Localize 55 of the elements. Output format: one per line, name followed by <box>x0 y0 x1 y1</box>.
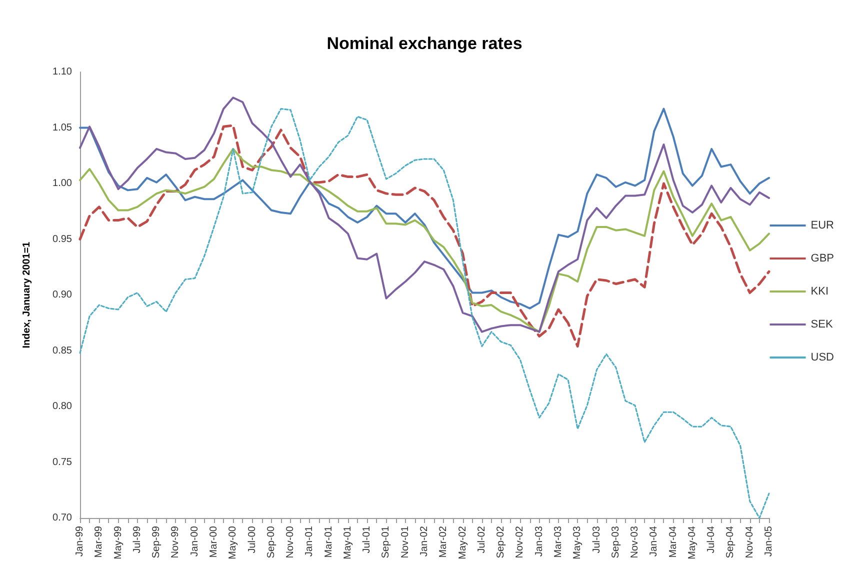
x-tick-label: Jul-99 <box>132 526 143 554</box>
y-tick-label: 1.00 <box>52 178 72 189</box>
x-tick-label: Mar-01 <box>323 526 334 558</box>
legend-label: GBP <box>810 252 834 264</box>
legend-label: SEK <box>810 318 834 330</box>
y-tick-label: 0.70 <box>52 512 72 524</box>
x-tick-label: Sep-03 <box>610 526 622 558</box>
x-tick-label: Nov-04 <box>744 526 756 558</box>
x-tick-label: Nov-01 <box>400 526 411 558</box>
x-tick-label: Jul-01 <box>362 526 373 554</box>
x-tick-label: Jan-00 <box>189 526 200 557</box>
x-tick-label: Jul-04 <box>706 526 718 554</box>
x-tick-label: Nov-02 <box>514 526 526 558</box>
x-tick-label: Sep-04 <box>725 526 736 558</box>
y-tick-label: 1.10 <box>52 66 72 78</box>
y-tick-label: 1.05 <box>52 122 72 134</box>
line-series <box>78 124 770 348</box>
legend-label: EUR <box>810 220 834 232</box>
x-tick-label: Sep-99 <box>151 526 162 558</box>
y-tick-label: 0.75 <box>52 456 72 468</box>
x-tick-label: Jan-02 <box>419 526 430 557</box>
x-tick-label: Mar-02 <box>438 526 450 558</box>
x-tick-label: Sep-00 <box>266 526 277 558</box>
x-tick-label: Mar-04 <box>668 526 679 558</box>
y-tick-label: 0.85 <box>52 345 72 356</box>
x-tick-label: Sep-02 <box>496 526 507 558</box>
x-tick-label: Jul-00 <box>246 526 258 554</box>
x-tick-label: Nov-99 <box>170 526 182 558</box>
y-tick-label: 0.95 <box>52 234 72 245</box>
y-tick-label: 0.90 <box>52 290 72 300</box>
x-tick-label: May-99 <box>112 526 124 560</box>
x-tick-label: Jan-05 <box>764 526 774 557</box>
x-tick-label: Sep-01 <box>380 526 392 558</box>
x-tick-label: Mar-00 <box>208 526 220 558</box>
x-tick-label: Jul-02 <box>476 526 488 554</box>
x-tick-label: May-04 <box>686 526 698 560</box>
y-axis-title: Index, January 2001=1 <box>22 241 32 348</box>
x-tick-label: Jan-01 <box>304 526 316 557</box>
chart-title: Nominal exchange rates <box>326 34 522 53</box>
x-tick-label: Jan-04 <box>648 526 660 557</box>
x-tick-label: Nov-00 <box>285 526 296 558</box>
x-tick-label: Mar-03 <box>552 526 564 558</box>
x-tick-label: Mar-99 <box>94 526 105 558</box>
x-tick-label: Nov-03 <box>630 526 641 558</box>
x-tick-label: May-02 <box>457 526 468 560</box>
x-tick-label: Jan-99 <box>74 526 86 557</box>
x-tick-label: May-03 <box>572 526 584 560</box>
legend-label: USD <box>810 352 834 364</box>
x-tick-label: May-01 <box>342 526 354 560</box>
y-tick-label: 0.80 <box>52 401 72 412</box>
legend-label: KKI <box>810 286 829 298</box>
x-tick-label: May-00 <box>228 526 239 560</box>
x-tick-label: Jan-03 <box>534 526 545 557</box>
line-series <box>79 148 770 333</box>
x-tick-label: Jul-03 <box>591 526 602 554</box>
